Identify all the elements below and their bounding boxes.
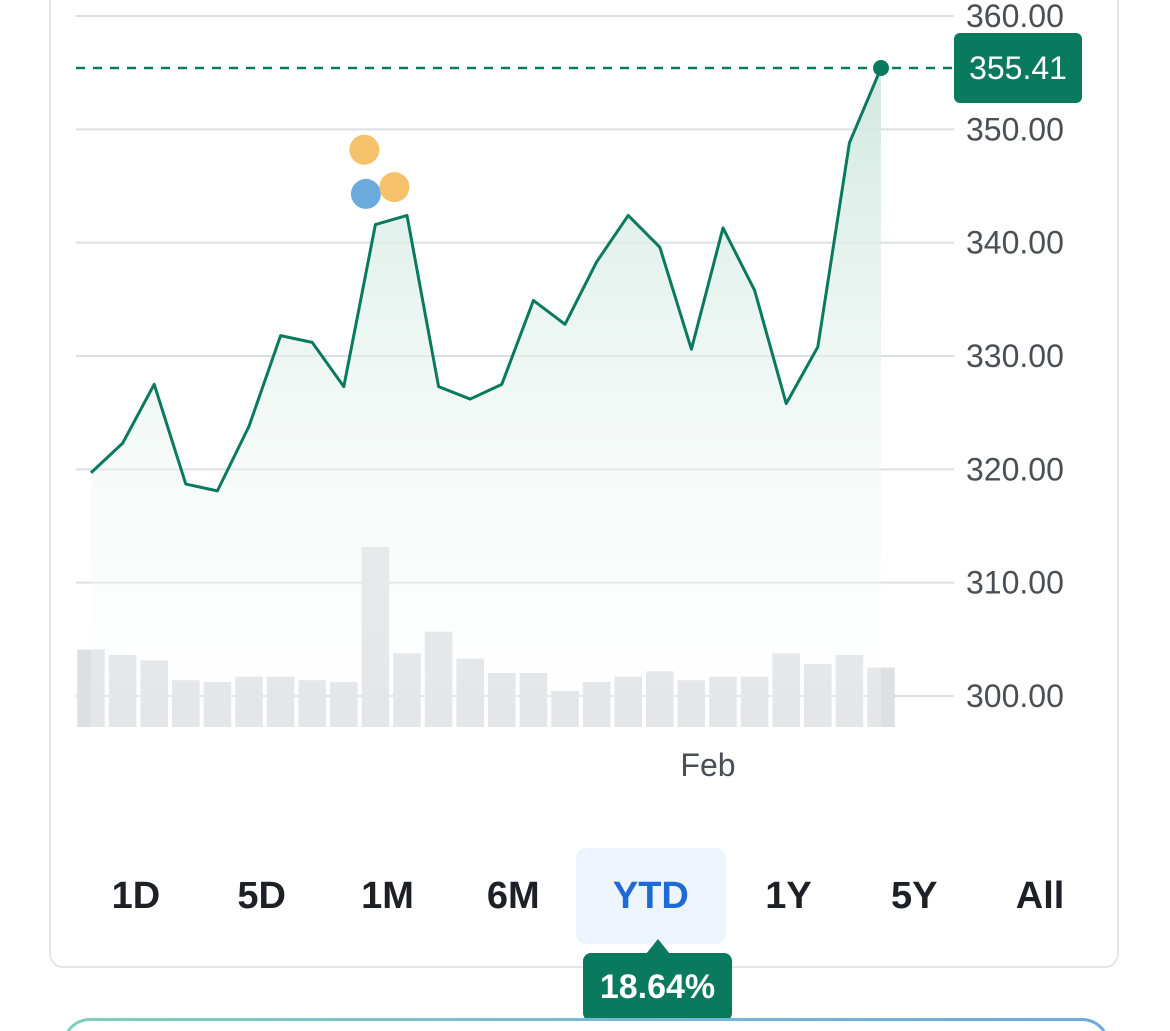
price-area-fill: [91, 68, 881, 727]
y-axis-labels: 360.00 350.00 340.00 330.00 320.00 310.00 300.…: [966, 0, 1064, 714]
range-button-6m[interactable]: 6M: [486, 874, 540, 917]
price-area: [91, 68, 881, 727]
range-button-5d[interactable]: 5D: [237, 874, 286, 917]
y-tick-label: 350.00: [966, 111, 1064, 147]
price-chart[interactable]: 360.00 350.00 340.00 330.00 320.00 310.00 300.…: [0, 0, 1170, 800]
current-price-dot: [873, 60, 889, 77]
y-tick-label: 330.00: [966, 338, 1064, 374]
range-button-1d[interactable]: 1D: [111, 874, 161, 917]
y-tick-label: 310.00: [966, 565, 1064, 601]
time-range-selector: 1D 5D 1M 6M YTD 1Y 5Y All: [73, 848, 1103, 944]
range-button-5y[interactable]: 5Y: [891, 874, 938, 917]
event-marker-dot[interactable]: [349, 134, 380, 165]
x-tick-label: Feb: [680, 747, 735, 783]
current-price-value: 355.41: [969, 50, 1067, 86]
event-marker-dot[interactable]: [379, 172, 410, 203]
range-button-1m[interactable]: 1M: [361, 874, 414, 917]
y-tick-label: 340.00: [966, 225, 1064, 261]
price-line-group: [76, 60, 955, 493]
y-tick-label: 320.00: [966, 451, 1064, 487]
event-markers: [349, 134, 410, 209]
change-badge-pointer: [646, 939, 670, 954]
x-axis-labels: Feb: [680, 747, 735, 783]
range-button-all[interactable]: All: [1015, 874, 1065, 917]
change-percent-badge: 18.64%: [583, 953, 732, 1021]
y-tick-label: 300.00: [966, 678, 1064, 714]
event-marker-dot[interactable]: [350, 178, 381, 209]
price-line: [89, 67, 883, 493]
range-button-ytd[interactable]: YTD: [576, 848, 726, 944]
y-tick-label: 360.00: [966, 0, 1064, 34]
next-card-edge: [62, 1018, 1110, 1031]
current-price-badge: [954, 33, 1082, 104]
current-price-tag: 355.41: [954, 33, 1082, 104]
range-button-1y[interactable]: 1Y: [765, 874, 812, 917]
